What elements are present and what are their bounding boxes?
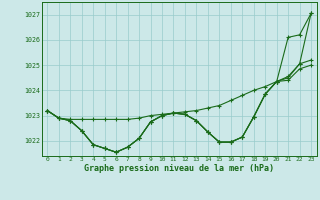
X-axis label: Graphe pression niveau de la mer (hPa): Graphe pression niveau de la mer (hPa) <box>84 164 274 173</box>
